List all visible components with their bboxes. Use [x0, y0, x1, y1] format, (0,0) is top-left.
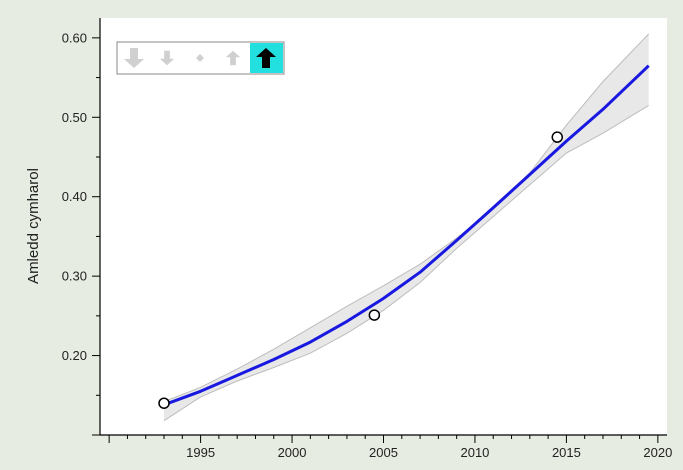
x-tick-label: 2010	[460, 445, 489, 460]
arrow-up-strong-icon	[256, 48, 276, 68]
plot-area	[100, 18, 667, 435]
observed-point	[158, 397, 170, 409]
observed-point	[368, 309, 381, 321]
arrow-down-strong-icon	[124, 48, 144, 68]
x-tick-label: 2005	[369, 445, 398, 460]
y-tick-label: 0.20	[62, 348, 87, 363]
observed-points-layer	[158, 131, 564, 409]
arrow-up-weak-icon	[225, 50, 241, 66]
y-axis-label: Amledd cymharol	[25, 168, 42, 284]
confidence-band	[164, 33, 649, 421]
x-tick-label: 2000	[278, 445, 307, 460]
y-tick-label: 0.60	[62, 30, 87, 45]
x-tick-label: 1995	[186, 445, 215, 460]
fit-line	[163, 64, 650, 407]
y-tick-label: 0.40	[62, 189, 87, 204]
x-ticks: 1995 2000 2005 2010 2015 2020	[108, 435, 672, 460]
arrow-down-weak-icon	[159, 50, 175, 66]
trend-legend	[116, 41, 285, 75]
y-tick-label: 0.50	[62, 110, 87, 125]
y-tick-label: 0.30	[62, 269, 87, 284]
y-ticks: 0.20 0.30 0.40 0.50 0.60	[62, 30, 100, 436]
x-tick-label: 2015	[552, 445, 581, 460]
diamond-stable-icon	[196, 54, 204, 62]
observed-point	[551, 131, 564, 143]
band-lower-edge	[163, 104, 649, 422]
fit-line-layer	[163, 64, 650, 407]
x-tick-label: 2020	[643, 445, 672, 460]
